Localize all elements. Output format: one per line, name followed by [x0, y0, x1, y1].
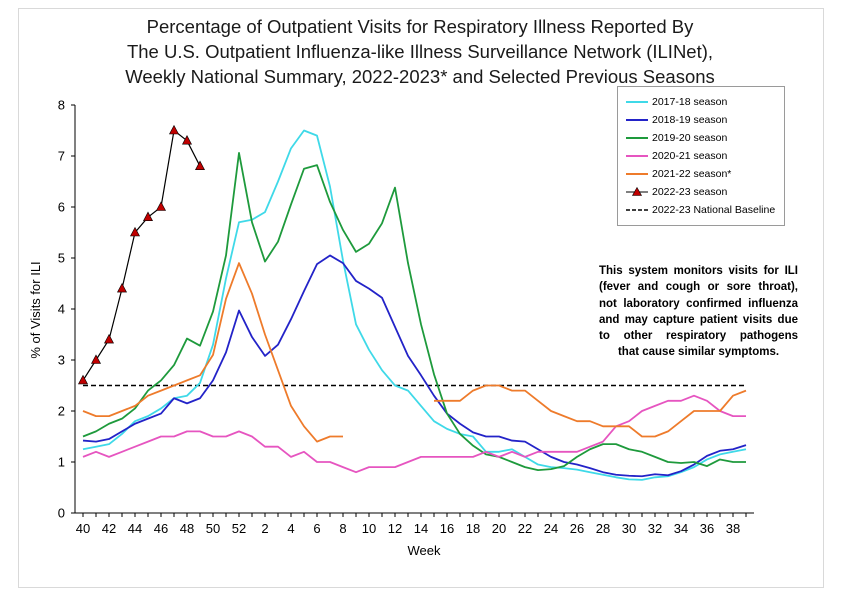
y-tick-label: 2	[58, 404, 65, 419]
series-line-2022-23-season	[82, 129, 201, 381]
x-tick-label: 20	[492, 521, 506, 536]
y-axis-label: % of Visits for ILI	[28, 261, 43, 358]
x-tick-label: 52	[232, 521, 246, 536]
y-tick-label: 5	[58, 251, 65, 266]
x-tick-label: 38	[726, 521, 740, 536]
x-tick-label: 24	[544, 521, 558, 536]
series-group	[78, 124, 747, 481]
legend-item-2021-22: 2021-22 season*	[626, 166, 784, 184]
data-point-marker	[195, 160, 205, 170]
y-tick-label: 3	[58, 353, 65, 368]
legend-swatch-2020-21	[626, 155, 648, 157]
legend-swatch-2019-20	[626, 137, 648, 139]
x-tick-label: 2	[261, 521, 268, 536]
x-tick-label: 36	[700, 521, 714, 536]
chart-frame	[18, 8, 824, 588]
legend-item-baseline: 2022-23 National Baseline	[626, 202, 784, 220]
legend-item-2018-19: 2018-19 season	[626, 112, 784, 130]
x-tick-label: 34	[674, 521, 688, 536]
y-tick-label: 8	[58, 98, 65, 113]
note-line: (fever and cough or sore throat),	[599, 281, 798, 294]
x-tick-label: 46	[154, 521, 168, 536]
data-point-marker	[156, 201, 166, 211]
series-line-2021-22-season-	[82, 262, 747, 443]
chart-title: Percentage of Outpatient Visits for Resp…	[60, 14, 780, 89]
x-tick-label: 12	[388, 521, 402, 536]
legend-label: 2017-18 season	[652, 96, 728, 108]
y-tick-label: 7	[58, 149, 65, 164]
note-line: to other respiratory pathogens	[599, 330, 798, 343]
y-tick-label: 0	[58, 506, 65, 521]
legend-item-2019-20: 2019-20 season	[626, 130, 784, 148]
x-tick-label: 28	[596, 521, 610, 536]
title-line-2: The U.S. Outpatient Influenza-like Illne…	[126, 41, 714, 62]
data-point-marker	[91, 354, 101, 364]
legend-label: 2019-20 season	[652, 132, 728, 144]
data-point-marker	[182, 135, 192, 145]
x-tick-label: 6	[313, 521, 320, 536]
data-point-marker	[104, 333, 114, 344]
note-line: This system monitors visits for ILI	[599, 265, 798, 277]
legend-label: 2022-23 National Baseline	[652, 204, 776, 216]
legend-swatch-2022-23	[626, 186, 648, 196]
data-point-marker	[130, 226, 140, 237]
legend-item-2017-18: 2017-18 season	[626, 94, 784, 112]
legend-item-2022-23: 2022-23 season	[626, 184, 784, 202]
series-line-2018-19-season	[82, 254, 747, 478]
legend-swatch-2021-22	[626, 173, 648, 175]
legend-label: 2022-23 season	[652, 186, 728, 198]
note-line: that cause similar symptoms.	[617, 346, 780, 359]
y-tick-label: 1	[58, 455, 65, 470]
x-tick-label: 44	[128, 521, 142, 536]
data-point-marker	[169, 124, 179, 135]
note-line: and may capture patient visits due	[599, 313, 798, 326]
chart-legend: 2017-18 season 2018-19 season 2019-20 se…	[617, 86, 785, 226]
x-tick-label: 16	[440, 521, 454, 536]
legend-swatch-2017-18	[626, 101, 648, 103]
x-tick-label: 50	[206, 521, 220, 536]
legend-swatch-2018-19	[626, 119, 648, 121]
y-tick-label: 6	[58, 200, 65, 215]
legend-item-2020-21: 2020-21 season	[626, 148, 784, 166]
x-tick-label: 40	[76, 521, 90, 536]
x-tick-label: 14	[414, 521, 428, 536]
legend-label: 2020-21 season	[652, 150, 728, 162]
x-tick-label: 48	[180, 521, 194, 536]
series-line-2019-20-season	[82, 152, 746, 472]
legend-label: 2021-22 season*	[652, 168, 732, 180]
data-point-marker	[117, 282, 127, 293]
x-tick-label: 22	[518, 521, 532, 536]
data-point-marker	[78, 374, 88, 385]
x-tick-label: 26	[570, 521, 584, 536]
title-line-1: Percentage of Outpatient Visits for Resp…	[146, 16, 694, 37]
series-line-2017-18-season	[82, 129, 747, 481]
legend-swatch-baseline	[626, 209, 648, 211]
x-tick-label: 10	[362, 521, 376, 536]
x-tick-label: 42	[102, 521, 116, 536]
y-tick-label: 4	[58, 302, 65, 317]
data-point-marker	[143, 211, 153, 221]
x-tick-label: 18	[466, 521, 480, 536]
series-line-2020-21-season	[82, 394, 746, 474]
x-tick-label: 4	[287, 521, 294, 536]
x-tick-label: 32	[648, 521, 662, 536]
x-axis-label: Week	[408, 543, 441, 558]
note-line: not laboratory confirmed influenza	[599, 297, 798, 310]
x-tick-label: 8	[339, 521, 346, 536]
methodology-note: This system monitors visits for ILI (fev…	[599, 263, 798, 361]
legend-label: 2018-19 season	[652, 114, 728, 126]
x-tick-label: 30	[622, 521, 636, 536]
title-line-3: Weekly National Summary, 2022-2023* and …	[125, 66, 715, 87]
